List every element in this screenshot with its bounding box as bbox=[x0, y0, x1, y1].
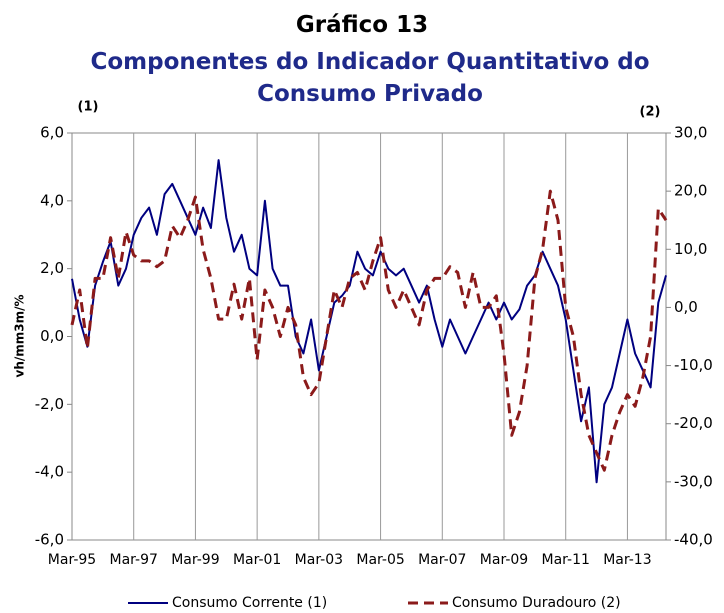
legend-label: Consumo Duradouro (2) bbox=[452, 595, 621, 611]
y-tick-label: 4,0 bbox=[40, 191, 64, 209]
series-line bbox=[71, 159, 667, 484]
x-tick-label: Mar-97 bbox=[110, 552, 158, 568]
x-tick-label: Mar-01 bbox=[233, 552, 281, 568]
y-tick-label: -6,0 bbox=[35, 531, 64, 549]
y2-tick-label: 20,0 bbox=[674, 182, 707, 200]
x-tick-label: Mar-05 bbox=[356, 552, 404, 568]
y2-tick-label: -30,0 bbox=[674, 472, 713, 490]
y2-tick-label: 30,0 bbox=[674, 124, 707, 142]
y-tick-label: -2,0 bbox=[35, 395, 64, 413]
x-tick-label: Mar-07 bbox=[418, 552, 466, 568]
y2-tick-label: 0,0 bbox=[674, 298, 698, 316]
y-tick-label: -4,0 bbox=[35, 463, 64, 481]
x-tick-label: Mar-11 bbox=[542, 552, 590, 568]
x-tick-label: Mar-13 bbox=[603, 552, 651, 568]
y-tick-label: 0,0 bbox=[40, 327, 64, 345]
y2-tick-label: -40,0 bbox=[674, 531, 713, 549]
y2-tick-label: -10,0 bbox=[674, 356, 713, 374]
y-tick-label: 2,0 bbox=[40, 259, 64, 277]
x-tick-label: Mar-95 bbox=[48, 552, 96, 568]
axis-note: (2) bbox=[640, 105, 661, 120]
y-tick-label: 6,0 bbox=[40, 124, 64, 142]
x-tick-label: Mar-03 bbox=[295, 552, 343, 568]
legend-label: Consumo Corrente (1) bbox=[172, 595, 327, 611]
axis-note: (1) bbox=[78, 100, 99, 115]
x-tick-label: Mar-99 bbox=[171, 552, 219, 568]
plot-frame bbox=[71, 132, 667, 541]
series-line bbox=[70, 189, 668, 472]
y2-tick-label: 10,0 bbox=[674, 240, 707, 258]
chart-title: Gráfico 13 bbox=[295, 12, 429, 38]
y2-tick-label: -20,0 bbox=[674, 414, 713, 432]
x-tick-label: Mar-09 bbox=[480, 552, 528, 568]
chart-subtitle: Componentes do Indicador Quantitativo do… bbox=[90, 49, 650, 107]
y-axis-label: vh/mm3m/% bbox=[13, 294, 27, 377]
